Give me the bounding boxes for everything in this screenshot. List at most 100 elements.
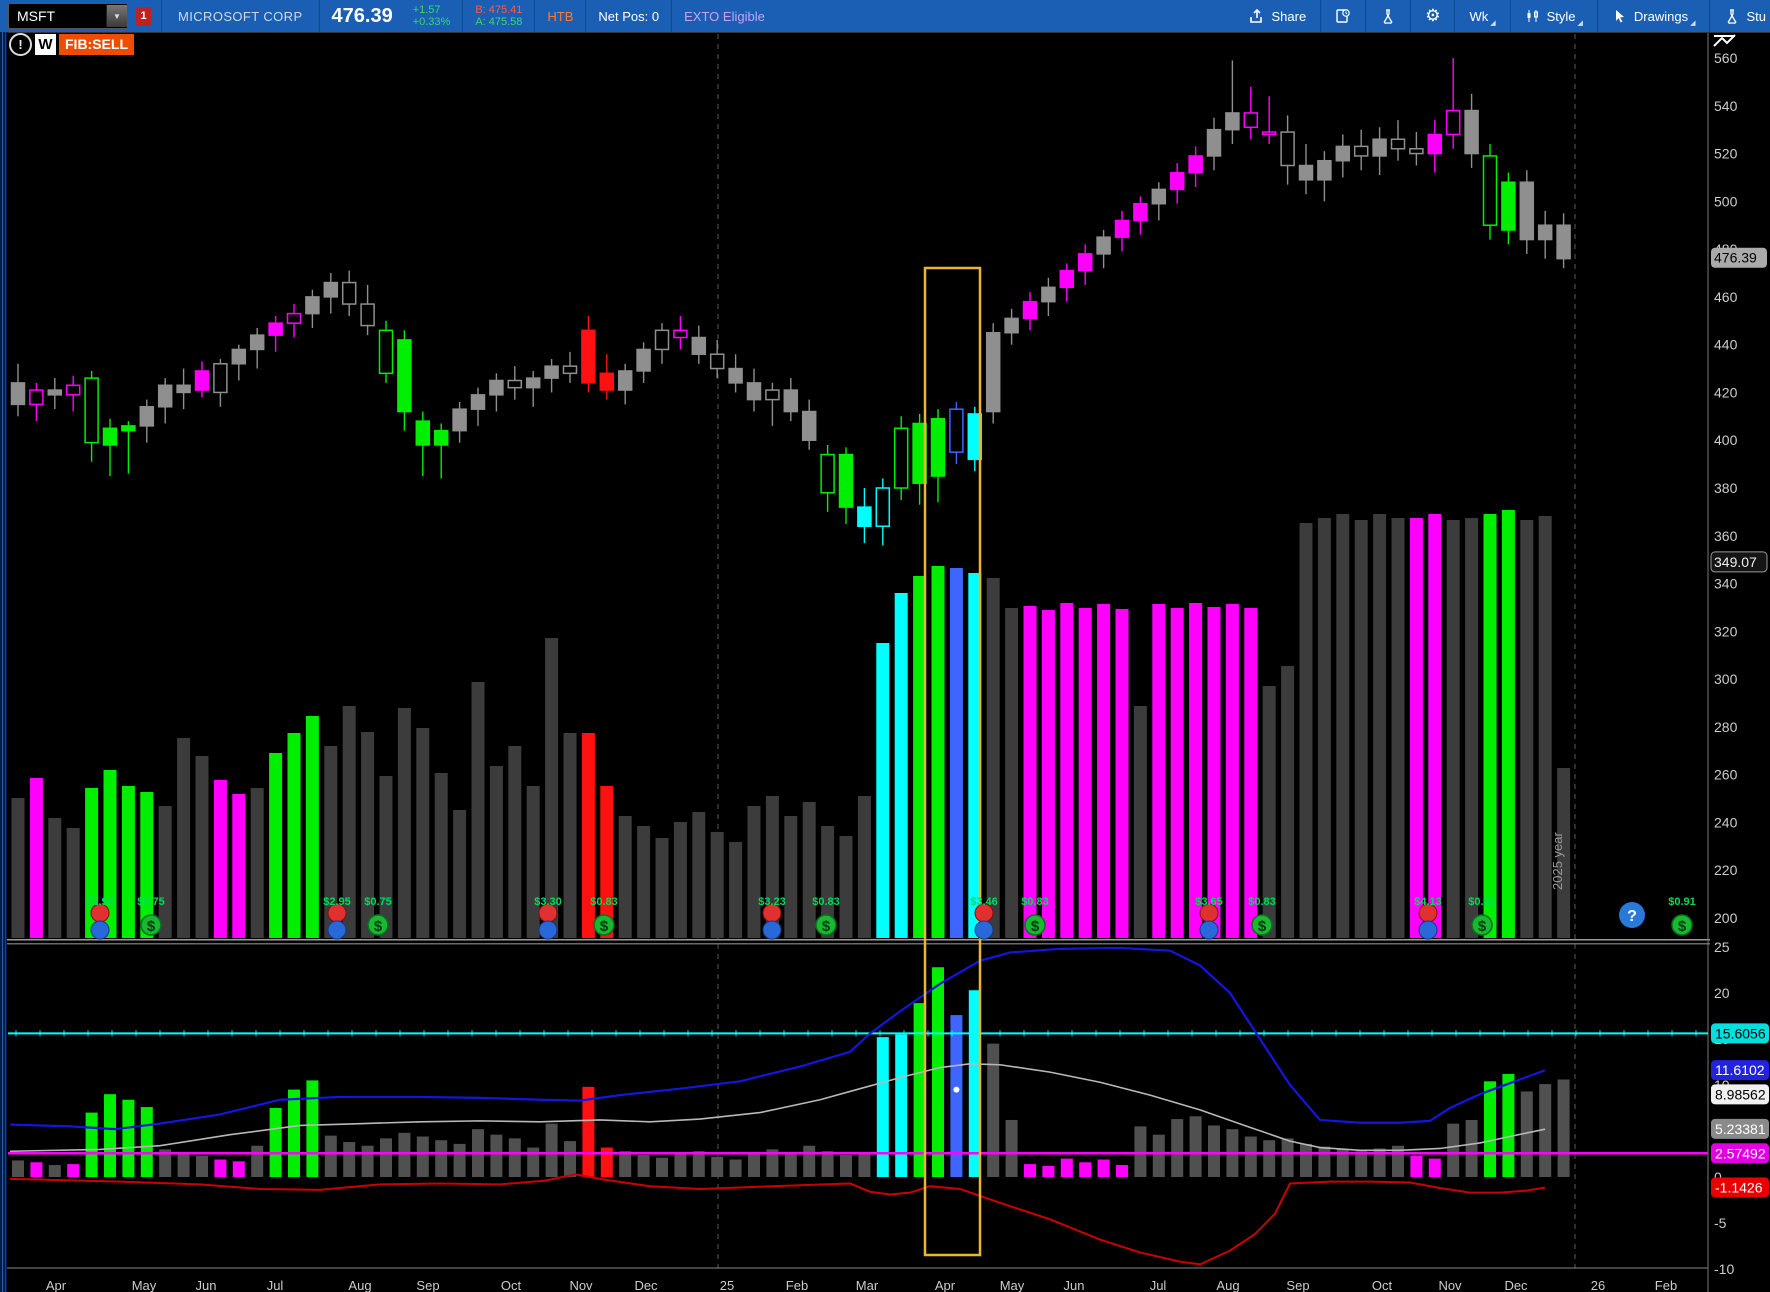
- svg-text:25: 25: [720, 1278, 734, 1292]
- style-label: Style: [1546, 8, 1576, 24]
- svg-text:Nov: Nov: [569, 1278, 593, 1292]
- svg-text:-5: -5: [1714, 1215, 1727, 1231]
- exto-eligible: EXTO Eligible: [684, 8, 765, 24]
- svg-text:220: 220: [1714, 862, 1738, 878]
- svg-text:$0.83: $0.83: [812, 896, 840, 908]
- analysis-button[interactable]: [1368, 0, 1408, 32]
- svg-text:25: 25: [1714, 939, 1730, 955]
- svg-text:380: 380: [1714, 480, 1738, 496]
- svg-text:-10: -10: [1714, 1261, 1734, 1277]
- svg-text:340: 340: [1714, 576, 1738, 592]
- svg-text:420: 420: [1714, 384, 1738, 400]
- year-boundary-label: 2025 year: [1550, 832, 1565, 890]
- message-count-badge[interactable]: 1: [136, 6, 151, 26]
- svg-text:Jun: Jun: [196, 1278, 217, 1292]
- svg-text:May: May: [1000, 1278, 1025, 1292]
- change-stack: +1.57 +0.33%: [403, 4, 461, 28]
- svg-text:$2.94: $2.94: [86, 896, 114, 908]
- svg-text:Aug: Aug: [348, 1278, 371, 1292]
- svg-text:$: $: [822, 918, 831, 935]
- help-button[interactable]: ?: [1619, 902, 1645, 928]
- svg-text:$0.83: $0.83: [1021, 896, 1049, 908]
- flask-icon: [1383, 9, 1393, 24]
- gear-icon: ⚙: [1425, 6, 1441, 25]
- svg-text:$: $: [600, 918, 609, 935]
- svg-text:460: 460: [1714, 289, 1738, 305]
- share-label: Share: [1271, 8, 1307, 24]
- svg-text:560: 560: [1714, 50, 1738, 66]
- dropdown-corner-icon: ◢: [1577, 20, 1583, 27]
- main-toolbar: MSFT ▼ 1 MICROSOFT CORP 476.39 +1.57 +0.…: [0, 0, 1770, 32]
- share-button[interactable]: Share: [1237, 0, 1318, 32]
- svg-text:5.23381: 5.23381: [1715, 1121, 1766, 1137]
- htb-flag: HTB: [547, 8, 574, 24]
- drawings-label: Drawings: [1633, 8, 1689, 24]
- symbol-dropdown-caret[interactable]: ▼: [106, 5, 127, 27]
- style-button[interactable]: Style ◢: [1513, 0, 1595, 32]
- svg-text:Oct: Oct: [1372, 1278, 1393, 1292]
- toolbar-divider: [462, 0, 464, 32]
- svg-text:440: 440: [1714, 337, 1738, 353]
- svg-text:$: $: [1031, 918, 1040, 935]
- pattern-flag-icon[interactable]: W: [35, 34, 56, 55]
- report-button[interactable]: [1323, 0, 1363, 32]
- highlight-selection-box[interactable]: [923, 266, 982, 1257]
- svg-text:Jul: Jul: [1150, 1278, 1167, 1292]
- warning-icon[interactable]: !: [9, 33, 32, 56]
- ask-value: A: 475.58: [475, 16, 523, 28]
- toolbar-divider: [318, 0, 320, 32]
- toolbar-divider: [1454, 0, 1456, 32]
- time-axis: Apr May Jun Jul Aug Sep Oct Nov Dec 25 Feb Mar Apr Ma…: [46, 1278, 1677, 1292]
- svg-text:May: May: [132, 1278, 157, 1292]
- svg-text:476.39: 476.39: [1714, 250, 1757, 266]
- svg-text:8.98562: 8.98562: [1715, 1086, 1766, 1102]
- fib-sell-badge[interactable]: FIB:SELL: [59, 34, 134, 55]
- toolbar-divider: [1596, 0, 1598, 32]
- svg-text:Dec: Dec: [634, 1278, 658, 1292]
- svg-text:Sep: Sep: [416, 1278, 439, 1292]
- svg-text:260: 260: [1714, 767, 1738, 783]
- svg-text:320: 320: [1714, 623, 1738, 639]
- svg-text:300: 300: [1714, 671, 1738, 687]
- svg-text:Oct: Oct: [501, 1278, 522, 1292]
- event-markers: $2.94 $2.95 $3.30 $3.23 $3.46 $3.65 $4.13 $ $0.7…: [86, 896, 1696, 940]
- candlestick-icon: [1527, 10, 1538, 22]
- drawings-button[interactable]: Drawings ◢: [1600, 0, 1708, 32]
- svg-text:Sep: Sep: [1286, 1278, 1309, 1292]
- svg-text:-1.1426: -1.1426: [1715, 1180, 1763, 1196]
- bid-value: B: 475.41: [475, 4, 523, 16]
- svg-text:20: 20: [1714, 985, 1730, 1001]
- svg-text:Feb: Feb: [786, 1278, 808, 1292]
- price-axis: 5605405205004804604404204003803603403203…: [1710, 50, 1768, 926]
- svg-text:Dec: Dec: [1504, 1278, 1528, 1292]
- price-change-pct: +0.33%: [412, 16, 451, 28]
- svg-text:?: ?: [1627, 908, 1637, 925]
- svg-text:Jun: Jun: [1064, 1278, 1085, 1292]
- studies-label: Stu: [1746, 8, 1766, 24]
- svg-text:360: 360: [1714, 528, 1738, 544]
- svg-text:$: $: [1478, 918, 1487, 935]
- axis-tools-icon[interactable]: [1713, 34, 1736, 47]
- svg-text:200: 200: [1714, 910, 1738, 926]
- toolbar-divider: [1365, 0, 1367, 32]
- timeframe-label: Wk: [1469, 8, 1489, 24]
- settings-button[interactable]: ⚙: [1413, 0, 1452, 32]
- svg-text:$0.91: $0.91: [1468, 896, 1496, 908]
- svg-text:$0.75: $0.75: [137, 896, 165, 908]
- svg-text:$3.65: $3.65: [1195, 896, 1223, 908]
- timeframe-button[interactable]: Wk ◢: [1457, 0, 1507, 32]
- toolbar-divider: [671, 0, 673, 32]
- svg-text:2.57492: 2.57492: [1715, 1145, 1766, 1161]
- oscillator-blue-line: [9, 946, 1546, 1131]
- svg-text:Apr: Apr: [935, 1278, 956, 1292]
- oscillator-red-line: [9, 1173, 1546, 1266]
- studies-button[interactable]: Stu: [1712, 0, 1770, 32]
- symbol-input[interactable]: MSFT ▼: [8, 3, 128, 29]
- svg-text:Jul: Jul: [267, 1278, 284, 1292]
- signal-row: ! W FIB:SELL: [9, 33, 134, 56]
- svg-text:Aug: Aug: [1216, 1278, 1239, 1292]
- symbol-value[interactable]: MSFT: [17, 8, 56, 24]
- oscillator-gray-line: [9, 1063, 1546, 1153]
